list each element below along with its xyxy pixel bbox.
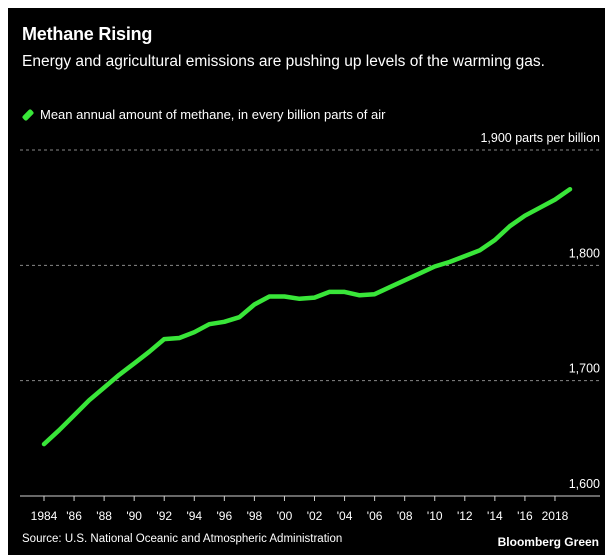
data-point-2012 <box>463 255 466 258</box>
data-point-2004 <box>343 290 346 293</box>
data-point-2016 <box>523 214 526 217</box>
x-tick-label-1992: '92 <box>156 509 172 523</box>
data-point-2005 <box>358 294 361 297</box>
data-point-1985 <box>58 429 61 432</box>
data-point-1990 <box>133 362 136 365</box>
data-point-1989 <box>118 373 121 376</box>
x-tick-label-1996: '96 <box>217 509 233 523</box>
legend: Mean annual amount of methane, in every … <box>21 107 386 122</box>
data-point-2003 <box>328 290 331 293</box>
data-point-2000 <box>283 295 286 298</box>
data-point-1994 <box>193 331 196 334</box>
x-tick-label-2012: '12 <box>457 509 473 523</box>
x-tick-label-2018: 2018 <box>542 509 569 523</box>
y-tick-label-1900: 1,900 parts per billion <box>480 131 600 145</box>
x-tick-label-2010: '10 <box>427 509 443 523</box>
x-tick-label-2016: '16 <box>517 509 533 523</box>
series-line-0 <box>41 186 573 447</box>
line-chart: 1,600 1,700 1,800 1,900 parts per billion 19… <box>20 131 600 523</box>
data-point-1998 <box>253 303 256 306</box>
data-point-1988 <box>103 386 106 389</box>
y-tick-label-1700: 1,700 <box>569 362 600 376</box>
x-tick-label-2000: '00 <box>277 509 293 523</box>
data-point-2001 <box>298 297 301 300</box>
data-point-2011 <box>448 260 451 263</box>
brand-logo: Bloomberg Green <box>497 535 599 549</box>
chart-card: Methane Rising Energy and agricultural e… <box>8 8 605 555</box>
data-point-2008 <box>403 279 406 282</box>
x-tick-label-2002: '02 <box>307 509 323 523</box>
data-point-1986 <box>73 414 76 417</box>
data-point-2015 <box>508 225 511 228</box>
x-tick-label-1988: '88 <box>96 509 112 523</box>
data-point-1996 <box>223 320 226 323</box>
x-tick-label-1984: 1984 <box>31 509 58 523</box>
data-point-2010 <box>433 265 436 268</box>
data-point-2013 <box>478 249 481 252</box>
data-point-1987 <box>88 399 91 402</box>
data-point-1997 <box>238 316 241 319</box>
x-tick-label-2004: '04 <box>337 509 353 523</box>
chart-subtitle: Energy and agricultural emissions are pu… <box>22 53 545 70</box>
data-point-1993 <box>178 336 181 339</box>
data-point-1995 <box>208 323 211 326</box>
x-tick-label-1998: '98 <box>247 509 263 523</box>
data-point-1992 <box>163 338 166 341</box>
data-point-2019 <box>569 188 572 191</box>
x-tick-label-2008: '08 <box>397 509 413 523</box>
y-tick-label-1600: 1,600 <box>569 477 600 491</box>
x-tick-label-2006: '06 <box>367 509 383 523</box>
data-point-2006 <box>373 293 376 296</box>
source-note: Source: U.S. National Oceanic and Atmosp… <box>22 533 343 545</box>
data-point-2002 <box>313 296 316 299</box>
legend-label: Mean annual amount of methane, in every … <box>40 107 386 122</box>
data-point-2014 <box>493 238 496 241</box>
x-tick-label-1986: '86 <box>66 509 82 523</box>
data-point-1991 <box>148 350 151 353</box>
chart-title: Methane Rising <box>22 24 153 44</box>
x-tick-label-1990: '90 <box>126 509 142 523</box>
x-tick-label-1994: '94 <box>186 509 202 523</box>
data-point-2018 <box>553 198 556 201</box>
data-point-2009 <box>418 272 421 275</box>
x-tick-label-2014: '14 <box>487 509 503 523</box>
data-point-2017 <box>538 206 541 209</box>
y-tick-label-1800: 1,800 <box>569 246 600 260</box>
data-point-2007 <box>388 286 391 289</box>
data-point-1984 <box>43 443 46 446</box>
data-point-1999 <box>268 295 271 298</box>
